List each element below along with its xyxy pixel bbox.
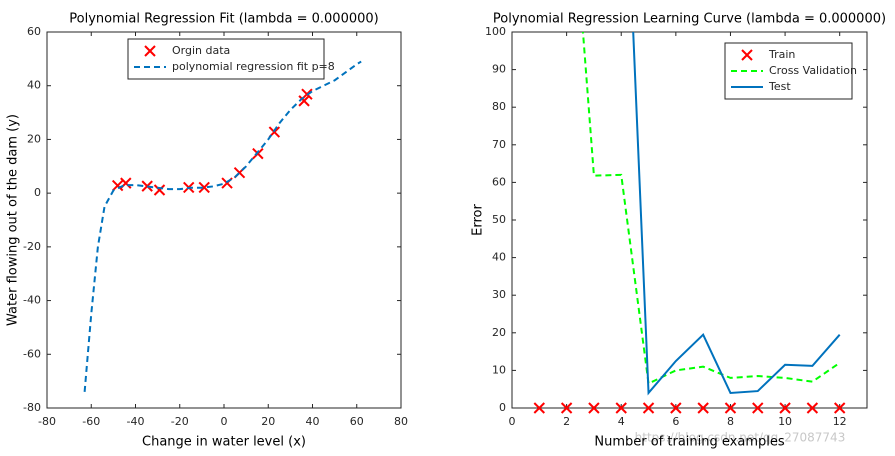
marker-stroke [560, 402, 573, 414]
marker [741, 49, 753, 61]
legend-label: Cross Validation [769, 64, 857, 77]
x-tick-label: 20 [261, 415, 275, 428]
x-tick-label: 6 [672, 415, 679, 428]
y-tick-label: 70 [492, 138, 506, 151]
y-tick-label: 100 [485, 25, 506, 38]
series-line [83, 60, 362, 392]
marker [252, 147, 264, 160]
marker-stroke [833, 402, 846, 414]
marker [806, 402, 819, 414]
marker-stroke [642, 402, 655, 414]
marker [670, 402, 682, 414]
marker-stroke [533, 402, 546, 414]
chart-title: Polynomial Regression Learning Curve (la… [493, 12, 886, 27]
subplot: 0 2 4 6 8 10 12 0 10 20 30 40 50 60 70 80 90 100Polynomia… [471, 12, 887, 450]
marker-stroke [252, 147, 264, 160]
y-tick-label: 60 [27, 25, 41, 38]
marker [588, 402, 600, 414]
x-axis-label: Number of training examples [594, 435, 784, 450]
x-tick-label: 0 [221, 415, 228, 428]
x-tick-label: -80 [38, 415, 56, 428]
y-tick-label: 20 [27, 132, 41, 145]
marker [560, 402, 573, 414]
y-tick-label: -20 [23, 240, 41, 253]
chart-title: Polynomial Regression Fit (lambda = 0.00… [69, 12, 378, 27]
y-tick-label: -80 [23, 401, 41, 414]
x-tick-label: 10 [778, 415, 792, 428]
plot-area [46, 31, 402, 409]
marker [642, 402, 655, 414]
legend: Orgin data polynomial regression fit p=8 [127, 38, 335, 80]
x-tick-label: 8 [727, 415, 734, 428]
x-tick-label: 60 [350, 415, 364, 428]
legend-label: polynomial regression fit p=8 [172, 60, 335, 73]
legend-label: Orgin data [172, 44, 230, 57]
marker-stroke [806, 402, 819, 414]
subplot: -80 -60 -40 -20 0 20 40 60 80 -80 -60 -40 -20 0 20 40 60… [6, 12, 409, 450]
marker [198, 181, 210, 194]
x-axis-label: Change in water level (x) [142, 435, 306, 450]
marker-stroke [670, 402, 682, 414]
y-tick-label: 80 [492, 100, 506, 113]
legend-label: Test [768, 80, 791, 93]
marker-stroke [752, 402, 764, 414]
y-tick-label: 10 [492, 363, 506, 376]
y-tick-label: -40 [23, 294, 41, 307]
x-tick-label: 12 [833, 415, 847, 428]
legend-label: Train [768, 48, 795, 61]
x-tick-label: -40 [127, 415, 145, 428]
x-tick-label: -60 [82, 415, 100, 428]
legend-box [127, 38, 325, 80]
marker [779, 402, 791, 414]
marker-stroke [697, 402, 709, 414]
marker [298, 95, 310, 107]
marker-stroke [588, 402, 600, 414]
y-tick-label: 40 [27, 79, 41, 92]
marker [153, 184, 166, 196]
marker [144, 45, 156, 57]
y-tick-label: 40 [492, 251, 506, 264]
marker-stroke [153, 184, 166, 196]
marker [111, 179, 124, 192]
y-tick-label: 60 [492, 175, 506, 188]
marker [724, 402, 737, 414]
marker [533, 402, 546, 414]
marker-stroke [111, 179, 124, 192]
x-tick-label: -20 [171, 415, 189, 428]
x-tick-label: 0 [509, 415, 516, 428]
x-tick-label: 4 [618, 415, 625, 428]
marker [752, 402, 764, 414]
series-line [581, 32, 841, 386]
watermark: https://blog.csdn.net/qq_27087743 [635, 431, 846, 445]
marker [141, 180, 153, 192]
marker [833, 402, 846, 414]
y-tick-label: 50 [492, 213, 506, 226]
marker-stroke [741, 49, 753, 61]
y-axis-label: Error [471, 204, 486, 236]
marker-stroke [198, 181, 210, 194]
marker-stroke [144, 45, 156, 57]
x-tick-label: 80 [394, 415, 408, 428]
y-tick-label: -60 [23, 347, 41, 360]
y-tick-label: 0 [34, 186, 41, 199]
marker-stroke [141, 180, 153, 192]
legend: Train Cross Validation Test [724, 42, 857, 100]
marker [697, 402, 709, 414]
marker-stroke [779, 402, 791, 414]
y-axis-label: Water flowing out of the dam (y) [6, 114, 21, 326]
x-tick-label: 2 [563, 415, 570, 428]
series-line [632, 32, 841, 396]
marker-stroke [298, 95, 310, 107]
y-tick-label: 90 [492, 63, 506, 76]
marker-stroke [724, 402, 737, 414]
marker [615, 402, 627, 414]
y-tick-label: 30 [492, 288, 506, 301]
y-tick-label: 0 [499, 401, 506, 414]
y-tick-label: 20 [492, 326, 506, 339]
marker-stroke [615, 402, 627, 414]
x-tick-label: 40 [306, 415, 320, 428]
